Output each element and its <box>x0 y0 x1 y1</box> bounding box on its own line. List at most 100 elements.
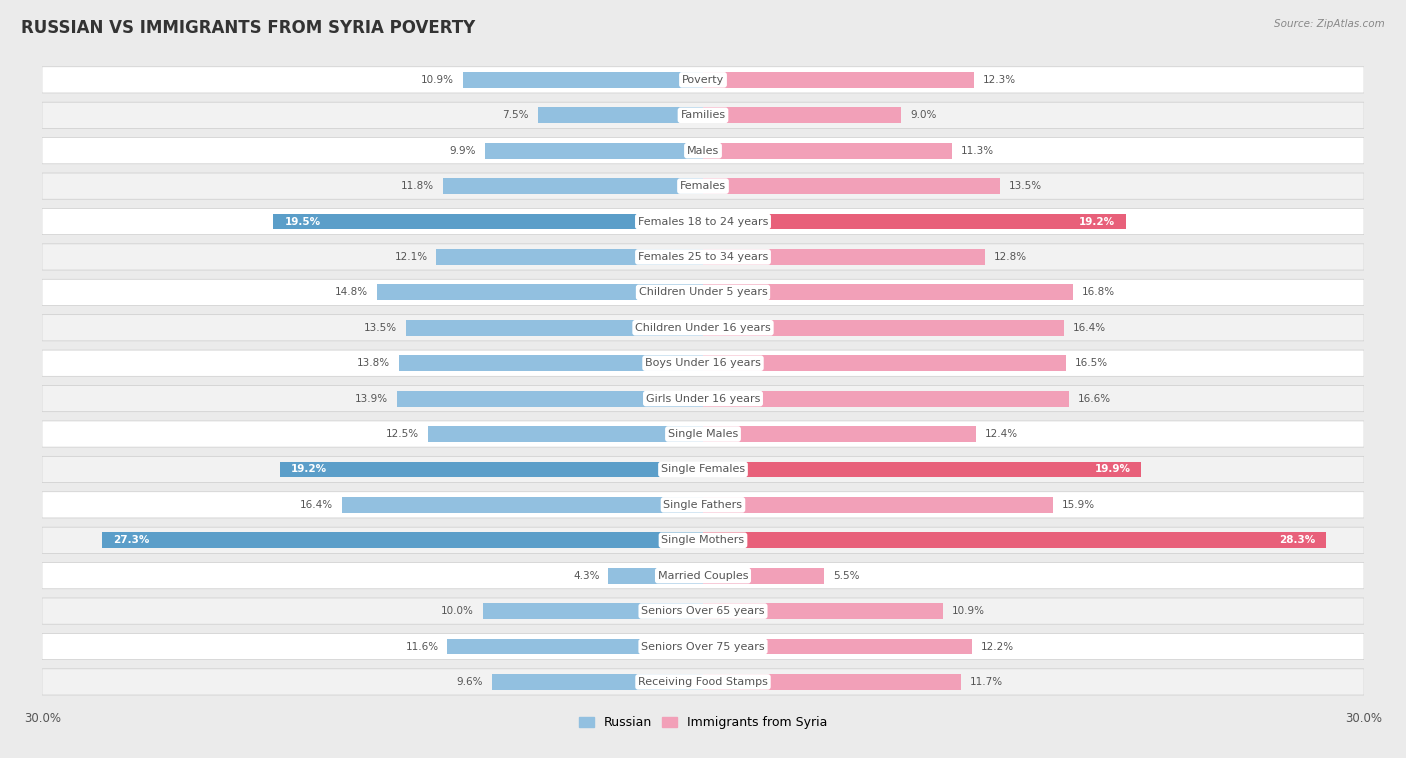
Bar <box>703 603 943 619</box>
Text: Seniors Over 75 years: Seniors Over 75 years <box>641 641 765 652</box>
Text: Children Under 5 years: Children Under 5 years <box>638 287 768 297</box>
Text: RUSSIAN VS IMMIGRANTS FROM SYRIA POVERTY: RUSSIAN VS IMMIGRANTS FROM SYRIA POVERTY <box>21 19 475 37</box>
FancyBboxPatch shape <box>42 138 1364 164</box>
Text: 28.3%: 28.3% <box>1279 535 1316 545</box>
Bar <box>703 356 1066 371</box>
FancyBboxPatch shape <box>42 456 1364 483</box>
Text: 7.5%: 7.5% <box>502 110 529 121</box>
Bar <box>703 178 1001 194</box>
Bar <box>485 143 703 158</box>
Text: 12.3%: 12.3% <box>983 75 1017 85</box>
Text: Single Males: Single Males <box>668 429 738 439</box>
Text: Single Fathers: Single Fathers <box>664 500 742 510</box>
Bar <box>436 249 703 265</box>
Text: 12.1%: 12.1% <box>395 252 427 262</box>
Text: 13.9%: 13.9% <box>354 393 388 403</box>
Text: Children Under 16 years: Children Under 16 years <box>636 323 770 333</box>
Bar <box>703 72 974 88</box>
Text: Receiving Food Stamps: Receiving Food Stamps <box>638 677 768 687</box>
Bar <box>703 497 1053 512</box>
Bar <box>703 390 1069 406</box>
FancyBboxPatch shape <box>42 598 1364 624</box>
Bar <box>405 320 703 336</box>
FancyBboxPatch shape <box>42 279 1364 305</box>
Bar <box>703 674 960 690</box>
Text: 9.9%: 9.9% <box>450 146 477 155</box>
FancyBboxPatch shape <box>42 386 1364 412</box>
FancyBboxPatch shape <box>42 244 1364 270</box>
Text: 27.3%: 27.3% <box>112 535 149 545</box>
Bar <box>703 426 976 442</box>
Text: 11.3%: 11.3% <box>960 146 994 155</box>
FancyBboxPatch shape <box>42 562 1364 589</box>
Text: 16.5%: 16.5% <box>1076 359 1108 368</box>
Bar <box>609 568 703 584</box>
Text: Males: Males <box>688 146 718 155</box>
Text: 16.8%: 16.8% <box>1081 287 1115 297</box>
Bar <box>703 108 901 124</box>
Text: 12.4%: 12.4% <box>986 429 1018 439</box>
Text: Females 18 to 24 years: Females 18 to 24 years <box>638 217 768 227</box>
Text: Poverty: Poverty <box>682 75 724 85</box>
Text: 13.5%: 13.5% <box>364 323 396 333</box>
Bar <box>703 462 1142 478</box>
FancyBboxPatch shape <box>42 67 1364 93</box>
Bar <box>703 284 1073 300</box>
FancyBboxPatch shape <box>42 173 1364 199</box>
Bar <box>463 72 703 88</box>
Bar <box>703 143 952 158</box>
Text: 16.4%: 16.4% <box>1073 323 1107 333</box>
Bar <box>396 390 703 406</box>
Bar <box>342 497 703 512</box>
FancyBboxPatch shape <box>42 102 1364 128</box>
FancyBboxPatch shape <box>42 421 1364 447</box>
Text: 11.7%: 11.7% <box>970 677 1002 687</box>
Bar <box>377 284 703 300</box>
FancyBboxPatch shape <box>42 315 1364 341</box>
Text: 10.9%: 10.9% <box>420 75 454 85</box>
Bar <box>443 178 703 194</box>
FancyBboxPatch shape <box>42 669 1364 695</box>
Bar <box>482 603 703 619</box>
Text: 19.2%: 19.2% <box>1078 217 1115 227</box>
Bar <box>703 532 1326 548</box>
Bar <box>492 674 703 690</box>
Bar <box>703 320 1064 336</box>
Text: 12.8%: 12.8% <box>994 252 1026 262</box>
FancyBboxPatch shape <box>42 350 1364 376</box>
Text: 11.8%: 11.8% <box>401 181 434 191</box>
Bar <box>399 356 703 371</box>
Text: Families: Families <box>681 110 725 121</box>
Text: 13.8%: 13.8% <box>357 359 391 368</box>
Text: Seniors Over 65 years: Seniors Over 65 years <box>641 606 765 616</box>
Text: Females 25 to 34 years: Females 25 to 34 years <box>638 252 768 262</box>
Bar <box>280 462 703 478</box>
Bar <box>427 426 703 442</box>
Text: Source: ZipAtlas.com: Source: ZipAtlas.com <box>1274 19 1385 29</box>
Text: Single Mothers: Single Mothers <box>661 535 745 545</box>
Text: 9.6%: 9.6% <box>456 677 482 687</box>
Text: 10.0%: 10.0% <box>441 606 474 616</box>
Text: 13.5%: 13.5% <box>1010 181 1042 191</box>
Text: 10.9%: 10.9% <box>952 606 986 616</box>
Text: 19.2%: 19.2% <box>291 465 328 475</box>
Text: Boys Under 16 years: Boys Under 16 years <box>645 359 761 368</box>
Text: 19.9%: 19.9% <box>1094 465 1130 475</box>
Text: 15.9%: 15.9% <box>1062 500 1095 510</box>
Text: 14.8%: 14.8% <box>335 287 368 297</box>
FancyBboxPatch shape <box>42 492 1364 518</box>
Bar <box>273 214 703 230</box>
Bar <box>447 638 703 654</box>
Bar <box>703 249 986 265</box>
Text: 9.0%: 9.0% <box>910 110 936 121</box>
Bar <box>101 532 703 548</box>
FancyBboxPatch shape <box>42 208 1364 235</box>
Text: 4.3%: 4.3% <box>574 571 599 581</box>
Bar <box>537 108 703 124</box>
Text: 19.5%: 19.5% <box>284 217 321 227</box>
FancyBboxPatch shape <box>42 634 1364 659</box>
Bar <box>703 638 972 654</box>
Text: Females: Females <box>681 181 725 191</box>
Text: 11.6%: 11.6% <box>405 641 439 652</box>
Text: 5.5%: 5.5% <box>832 571 859 581</box>
